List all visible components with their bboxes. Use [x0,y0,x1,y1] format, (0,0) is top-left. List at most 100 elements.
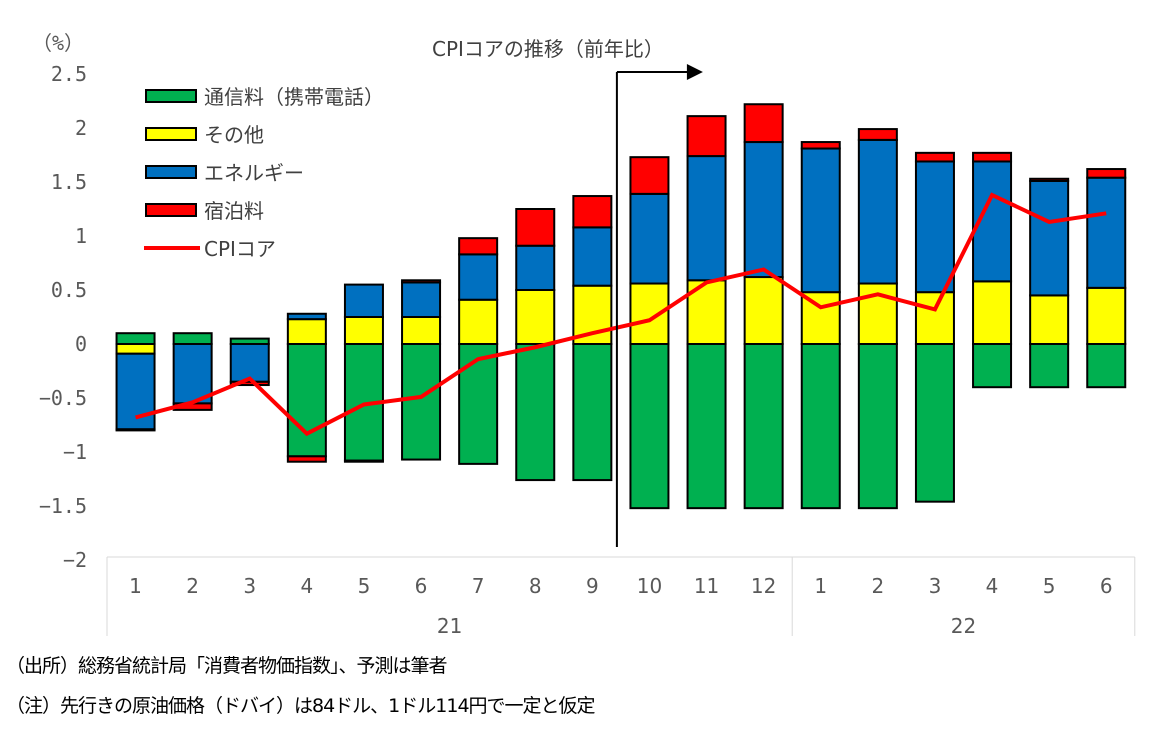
bar-segment [800,141,841,150]
x-tick-label: 1 [814,574,827,598]
bar-segment [686,115,727,158]
bar-segment [172,332,213,346]
bar-segment [343,316,384,345]
bar-segment [800,147,841,294]
bar-segment [343,459,384,463]
arrow-head-icon [686,64,703,80]
bar-segment [914,291,955,346]
legend-swatch [145,165,197,179]
bar-segment [572,195,613,229]
bar-segment [686,343,727,510]
bar-segment [458,237,499,256]
bar-segment [286,455,327,463]
legend-swatch [145,127,197,141]
x-tick-label: 9 [586,574,599,598]
bar-segment [458,298,499,345]
bar-segment [515,208,556,247]
bar-segment [857,343,898,510]
bar-segment [1029,294,1070,345]
bar-segment [515,289,556,345]
legend-label: 宿泊料 [204,199,264,223]
y-tick-label: 1.5 [51,170,87,194]
cpi-core-line [135,192,1107,437]
y-axis-ticks: 2.5 2 1.5 1 0.5 0 −0.5 −1 −1.5 −2 [39,62,87,572]
legend-label: エネルギー [204,161,304,185]
bar-segment [286,318,327,346]
y-tick-label: 2 [75,116,87,140]
x-tick-label: 7 [472,574,485,598]
bar-segment [686,155,727,282]
x-tick-label: 4 [986,574,999,598]
bar-segment [515,244,556,291]
legend-label: CPIコア [204,237,276,261]
legend-swatch [145,89,197,103]
legend-swatch [145,203,197,217]
bar-segment [1029,343,1070,389]
bar-segment [572,343,613,482]
bar-segment [629,192,670,285]
chart-title: CPIコアの推移（前年比） [432,37,664,61]
bar-segment [458,253,499,301]
bar-segment [1029,177,1070,182]
forecast-arrow [615,64,703,547]
x-tick-label: 4 [300,574,313,598]
legend-label: 通信料（携帯電話） [204,85,384,109]
bar-segment [229,380,270,387]
bars [115,103,1127,510]
y-tick-label: −0.5 [39,386,87,410]
footnote: （注）先行きの原油価格（ドバイ）は84ドル、1ドル114円で一定と仮定 [6,695,596,717]
x-tick-label: 10 [637,574,662,598]
y-axis-unit-label: （%） [32,31,84,55]
bar-segment [286,312,327,321]
y-tick-label: 0.5 [51,278,87,302]
legend-label: その他 [204,123,264,147]
bar-segment [972,280,1013,345]
x-tick-label: 8 [529,574,542,598]
y-tick-label: −1 [63,440,87,464]
x-tick-label: 5 [1043,574,1056,598]
bar-segment [743,276,784,346]
x-tick-label: 12 [751,574,776,598]
bar-segment [1086,176,1127,289]
cpi-core-line-group [135,192,1107,437]
y-tick-label: −1.5 [39,494,87,518]
y-tick-label: 0 [75,332,87,356]
bar-segment [401,316,442,345]
x-tick-label: 2 [871,574,884,598]
bar-segment [172,343,213,405]
x-tick-label: 2 [186,574,199,598]
bar-segment [914,160,955,294]
bar-segment [629,156,670,195]
bar-segment [857,138,898,285]
x-tick-label: 1 [129,574,142,598]
bar-segment [229,343,270,383]
x-tick-label: 5 [358,574,371,598]
bar-segment [972,343,1013,389]
x-group-label: 22 [951,614,976,638]
bar-segment [800,343,841,510]
bar-segment [914,151,955,163]
x-tick-label: 11 [694,574,719,598]
x-tick-label: 3 [929,574,942,598]
bar-segment [1086,286,1127,345]
bar-segment [401,343,442,461]
bar-segment [1029,179,1070,297]
x-tick-label: 6 [1100,574,1113,598]
bar-segment [115,352,156,431]
bar-segment [515,343,556,482]
x-group-label: 21 [437,614,462,638]
bar-segment [343,283,384,319]
bar-segment [972,151,1013,163]
bar-segment [115,343,156,355]
bar-segment [1086,343,1127,389]
bar-segment [572,226,613,287]
bar-segment [286,343,327,458]
bar-segment [743,343,784,510]
bar-segment [458,343,499,465]
bar-segment [629,343,670,510]
bar-segment [857,128,898,141]
bar-segment [115,428,156,432]
y-tick-label: 1 [75,224,87,248]
